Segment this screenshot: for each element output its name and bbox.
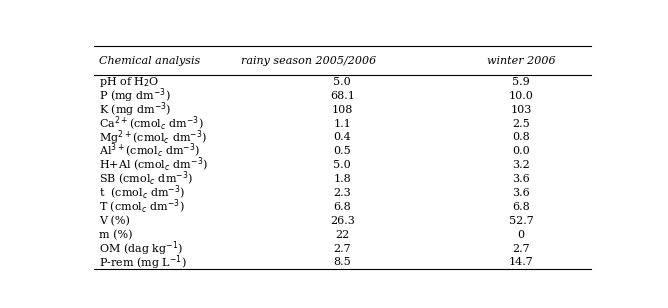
Text: 5.0: 5.0 xyxy=(333,160,351,170)
Text: Ca$^{2+}$(cmol$_c$ dm$^{-3}$): Ca$^{2+}$(cmol$_c$ dm$^{-3}$) xyxy=(99,115,204,133)
Text: 2.5: 2.5 xyxy=(512,119,530,128)
Text: P (mg dm$^{-3}$): P (mg dm$^{-3}$) xyxy=(99,87,171,105)
Text: 2.3: 2.3 xyxy=(333,188,351,198)
Text: H+Al (cmol$_c$ dm$^{-3}$): H+Al (cmol$_c$ dm$^{-3}$) xyxy=(99,156,208,174)
Text: 22: 22 xyxy=(335,230,349,240)
Text: Mg$^{2+}$(cmol$_c$ dm$^{-3}$): Mg$^{2+}$(cmol$_c$ dm$^{-3}$) xyxy=(99,128,207,147)
Text: 2.7: 2.7 xyxy=(512,244,530,253)
Text: pH of H$_2$O: pH of H$_2$O xyxy=(99,75,159,89)
Text: SB (cmol$_c$ dm$^{-3}$): SB (cmol$_c$ dm$^{-3}$) xyxy=(99,170,193,188)
Text: 3.6: 3.6 xyxy=(512,174,530,184)
Text: V (%): V (%) xyxy=(99,216,130,226)
Text: 1.8: 1.8 xyxy=(333,174,351,184)
Text: 108: 108 xyxy=(332,105,353,115)
Text: 5.9: 5.9 xyxy=(512,77,530,87)
Text: 5.0: 5.0 xyxy=(333,77,351,87)
Text: 6.8: 6.8 xyxy=(333,202,351,212)
Text: 1.1: 1.1 xyxy=(333,119,351,128)
Text: 0.5: 0.5 xyxy=(333,146,351,156)
Text: 8.5: 8.5 xyxy=(333,257,351,267)
Text: 0.0: 0.0 xyxy=(512,146,530,156)
Text: 26.3: 26.3 xyxy=(330,216,355,226)
Text: 103: 103 xyxy=(510,105,532,115)
Text: 3.6: 3.6 xyxy=(512,188,530,198)
Text: 14.7: 14.7 xyxy=(508,257,533,267)
Text: 6.8: 6.8 xyxy=(512,202,530,212)
Text: 3.2: 3.2 xyxy=(512,160,530,170)
Text: 0: 0 xyxy=(518,230,524,240)
Text: t  (cmol$_c$ dm$^{-3}$): t (cmol$_c$ dm$^{-3}$) xyxy=(99,184,185,202)
Text: 68.1: 68.1 xyxy=(330,91,355,101)
Text: T (cmol$_c$ dm$^{-3}$): T (cmol$_c$ dm$^{-3}$) xyxy=(99,198,184,216)
Text: m (%): m (%) xyxy=(99,229,132,240)
Text: Al$^{3+}$(cmol$_c$ dm$^{-3}$): Al$^{3+}$(cmol$_c$ dm$^{-3}$) xyxy=(99,142,200,160)
Text: 52.7: 52.7 xyxy=(508,216,533,226)
Text: winter 2006: winter 2006 xyxy=(487,56,555,66)
Text: 2.7: 2.7 xyxy=(333,244,351,253)
Text: OM (dag kg$^{-1}$): OM (dag kg$^{-1}$) xyxy=(99,239,183,258)
Text: 0.4: 0.4 xyxy=(333,132,351,142)
Text: K (mg dm$^{-3}$): K (mg dm$^{-3}$) xyxy=(99,100,172,119)
Text: rainy season 2005/2006: rainy season 2005/2006 xyxy=(241,56,376,66)
Text: 0.8: 0.8 xyxy=(512,132,530,142)
Text: P-rem (mg L$^{-1}$): P-rem (mg L$^{-1}$) xyxy=(99,253,186,272)
Text: 10.0: 10.0 xyxy=(508,91,533,101)
Text: Chemical analysis: Chemical analysis xyxy=(99,56,200,66)
